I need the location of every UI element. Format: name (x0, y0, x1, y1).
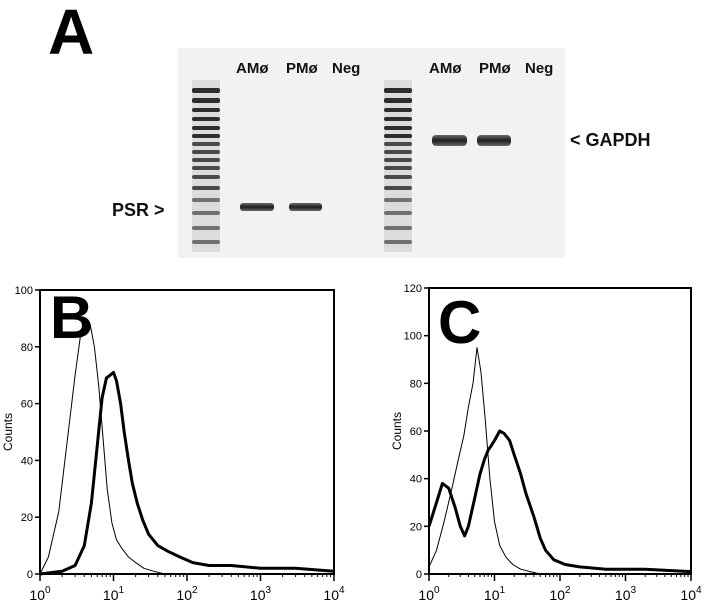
series-line-thin (39, 317, 334, 575)
y-tick-label: 20 (410, 521, 422, 533)
y-axis-label: Counts (1, 413, 15, 451)
x-tick-label: 100 (418, 585, 440, 603)
ladder-band (384, 240, 412, 244)
ladder-band (384, 158, 412, 162)
ladder-band (384, 142, 412, 146)
ladder-band (384, 117, 412, 121)
lane-label-neg-left: Neg (332, 60, 360, 77)
ladder-band (384, 98, 412, 103)
ladder-band (384, 175, 412, 179)
psr-label: PSR > (112, 200, 165, 220)
x-tick-label: 103 (615, 585, 637, 603)
y-tick-label: 40 (21, 455, 33, 467)
lane-label-neg-right: Neg (525, 60, 553, 77)
dna-ladder-right (384, 80, 412, 252)
ladder-band (384, 211, 412, 215)
gel-image: AMø PMø Neg AMø PMø Neg (178, 48, 565, 258)
dna-ladder-left (192, 80, 220, 252)
ladder-band (384, 198, 412, 202)
ladder-band (192, 158, 220, 162)
x-tick-label: 102 (176, 585, 198, 603)
ladder-band (384, 186, 412, 190)
panel-b-letter: B (50, 284, 94, 351)
series-line-thick (427, 429, 692, 574)
y-tick-label: 0 (27, 569, 33, 581)
ladder-band (192, 142, 220, 146)
x-tick-label: 101 (103, 585, 125, 603)
histogram-panel-c: 0 20 40 60 80 100 120 100 101 102 103 104 Counts (390, 283, 702, 603)
series-line-thick (39, 370, 335, 576)
y-tick-label: 60 (21, 399, 33, 411)
gapdh-band-amo (432, 135, 467, 146)
gel-background (178, 48, 565, 258)
ladder-band (384, 166, 412, 170)
ladder-band (384, 126, 412, 130)
psr-band-pmo (289, 203, 322, 211)
panel-a-letter: A (48, 0, 95, 68)
ladder-band (384, 150, 412, 154)
gapdh-band-pmo (477, 135, 511, 146)
y-tick-label: 100 (404, 331, 422, 343)
ladder-band (192, 211, 220, 215)
lane-label-amo-right: AMø (429, 60, 462, 77)
ladder-band (192, 166, 220, 170)
ladder-band (384, 88, 412, 93)
ladder-band (384, 108, 412, 112)
y-tick-label: 20 (21, 512, 33, 524)
y-tick-label: 60 (410, 426, 422, 438)
x-tick-label: 103 (250, 585, 272, 603)
y-tick-label: 80 (410, 378, 422, 390)
ladder-band (192, 150, 220, 154)
ladder-band (192, 126, 220, 130)
ladder-band (192, 134, 220, 138)
ladder-band (192, 117, 220, 121)
ladder-band (192, 240, 220, 244)
x-tick-label: 104 (323, 585, 345, 603)
lane-label-pmo-right: PMø (479, 60, 512, 77)
ladder-band (384, 226, 412, 230)
x-tick-label: 101 (484, 585, 506, 603)
ladder-band (192, 226, 220, 230)
x-tick-label: 104 (680, 585, 702, 603)
y-tick-label: 80 (21, 342, 33, 354)
ladder-band (192, 186, 220, 190)
psr-band-amo (240, 203, 274, 211)
histogram-panel-b: 0 20 40 60 80 100 100 101 102 103 104 Counts (1, 285, 345, 603)
y-tick-label: 40 (410, 474, 422, 486)
y-tick-label: 120 (404, 283, 422, 295)
ladder-band (192, 108, 220, 112)
panel-c-letter: C (438, 289, 482, 356)
ladder-band (384, 134, 412, 138)
y-axis-label: Counts (390, 412, 404, 450)
ladder-band (192, 98, 220, 103)
ladder-band (192, 175, 220, 179)
series-line-thin (428, 347, 691, 575)
ladder-band (192, 198, 220, 202)
lane-label-pmo-left: PMø (286, 60, 319, 77)
x-tick-label: 102 (549, 585, 571, 603)
x-tick-label: 100 (29, 585, 51, 603)
lane-label-amo-left: AMø (236, 60, 269, 77)
ladder-band (192, 88, 220, 93)
gapdh-label: < GAPDH (570, 130, 651, 150)
y-tick-label: 100 (15, 285, 33, 297)
y-tick-label: 0 (416, 569, 422, 581)
